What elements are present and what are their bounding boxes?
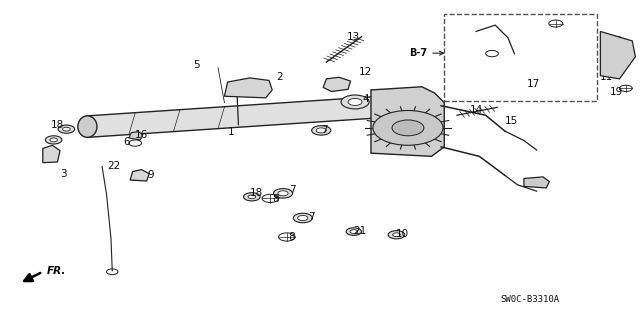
Circle shape xyxy=(278,191,288,196)
Text: 11: 11 xyxy=(600,72,613,82)
Polygon shape xyxy=(371,87,444,156)
Circle shape xyxy=(392,120,424,136)
Polygon shape xyxy=(524,177,549,188)
Text: 22: 22 xyxy=(107,161,120,171)
Polygon shape xyxy=(225,78,272,98)
Text: 20: 20 xyxy=(610,36,623,46)
Bar xyxy=(444,14,597,101)
Text: 2: 2 xyxy=(276,72,283,82)
Text: 10: 10 xyxy=(396,229,410,239)
Circle shape xyxy=(293,213,312,223)
Text: 4: 4 xyxy=(363,94,369,104)
Text: 13: 13 xyxy=(347,32,360,42)
Polygon shape xyxy=(600,32,636,79)
Circle shape xyxy=(341,95,369,109)
Circle shape xyxy=(316,128,326,133)
Circle shape xyxy=(248,195,255,199)
Text: 3: 3 xyxy=(61,169,67,179)
Text: 5: 5 xyxy=(193,60,200,70)
Circle shape xyxy=(58,125,75,133)
Text: 18: 18 xyxy=(51,120,64,130)
Circle shape xyxy=(298,215,308,220)
Circle shape xyxy=(373,110,443,145)
Text: 6: 6 xyxy=(123,137,129,147)
Text: 1: 1 xyxy=(227,127,234,137)
Text: 7: 7 xyxy=(308,212,315,222)
Text: 15: 15 xyxy=(504,116,518,126)
Text: SW0C-B3310A: SW0C-B3310A xyxy=(500,295,560,304)
Circle shape xyxy=(346,228,362,235)
Text: 9: 9 xyxy=(147,170,154,180)
Polygon shape xyxy=(43,145,60,163)
Polygon shape xyxy=(88,96,381,137)
Text: 8: 8 xyxy=(272,194,278,204)
Circle shape xyxy=(388,231,404,239)
Text: 8: 8 xyxy=(289,232,295,242)
Text: 12: 12 xyxy=(359,67,372,77)
Circle shape xyxy=(45,136,62,144)
Circle shape xyxy=(63,127,70,131)
Polygon shape xyxy=(129,132,143,140)
Text: FR.: FR. xyxy=(47,266,67,276)
Circle shape xyxy=(393,233,400,237)
Text: 16: 16 xyxy=(135,130,148,140)
Text: 17: 17 xyxy=(527,78,540,89)
Circle shape xyxy=(50,138,58,142)
Text: 19: 19 xyxy=(610,87,623,98)
Text: 14: 14 xyxy=(470,105,483,115)
Ellipse shape xyxy=(78,116,97,137)
Circle shape xyxy=(244,193,260,201)
Text: B-7: B-7 xyxy=(409,48,444,58)
Text: 21: 21 xyxy=(353,226,366,236)
Polygon shape xyxy=(130,170,149,181)
Polygon shape xyxy=(323,77,351,92)
Text: 7: 7 xyxy=(289,184,295,195)
Text: 18: 18 xyxy=(250,188,263,198)
Circle shape xyxy=(348,99,362,105)
Circle shape xyxy=(273,189,292,198)
Circle shape xyxy=(350,230,358,234)
Circle shape xyxy=(312,126,331,135)
Text: 7: 7 xyxy=(321,125,328,135)
